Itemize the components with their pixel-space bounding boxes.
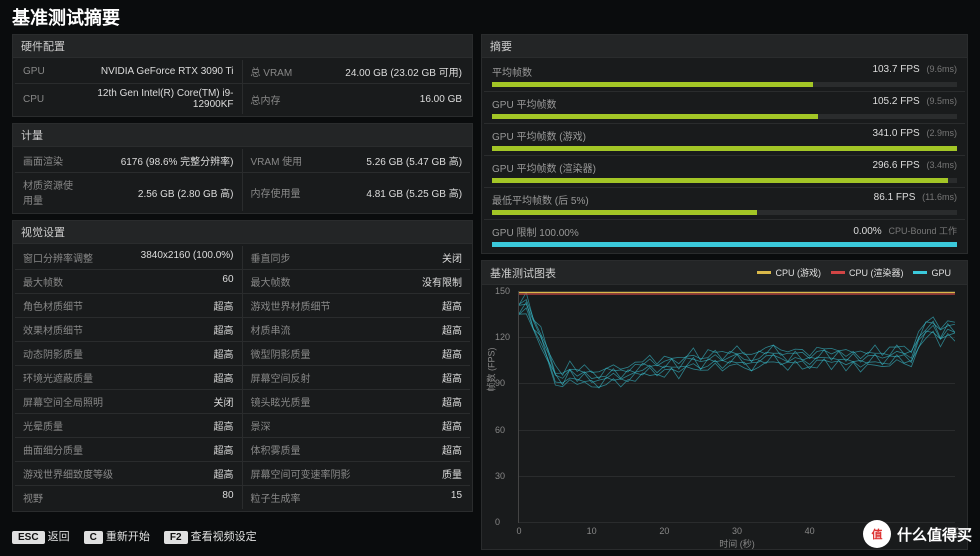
vram-use-label: VRAM 使用 bbox=[243, 149, 313, 172]
summary-row: 平均帧数103.7 FPS (9.6ms) bbox=[484, 60, 965, 92]
settings-row: 角色材质细节超高游戏世界材质细节超高 bbox=[15, 294, 470, 318]
summary-row: GPU 平均帧数 (渲染器)296.6 FPS (3.4ms) bbox=[484, 156, 965, 188]
vram-label: 总 VRAM bbox=[243, 60, 313, 83]
settings-row: 屏幕空间全局照明关闭镜头眩光质量超高 bbox=[15, 390, 470, 414]
summary-row: GPU 平均帧数 (游戏)341.0 FPS (2.9ms) bbox=[484, 124, 965, 156]
settings-row: 窗口分辨率调整3840x2160 (100.0%)垂直同步关闭 bbox=[15, 246, 470, 270]
f2-key[interactable]: F2 bbox=[164, 531, 188, 544]
ram-label: 总内存 bbox=[243, 88, 313, 111]
render-label: 画面渲染 bbox=[15, 149, 85, 172]
summary-header: 摘要 bbox=[482, 35, 967, 58]
c-key[interactable]: C bbox=[84, 531, 103, 544]
ram-value: 16.00 GB bbox=[313, 90, 471, 109]
summary-panel: 摘要 平均帧数103.7 FPS (9.6ms)GPU 平均帧数105.2 FP… bbox=[481, 34, 968, 254]
cpu-label: CPU bbox=[15, 90, 85, 109]
chart-legend: CPU (游戏) CPU (渲染器) GPU bbox=[749, 264, 959, 281]
legend-item: CPU (游戏) bbox=[757, 266, 821, 279]
summary-row: GPU 限制 100.00%0.00% CPU-Bound 工作 bbox=[484, 220, 965, 251]
summary-row: 最低平均帧数 (后 5%)86.1 FPS (11.6ms) bbox=[484, 188, 965, 220]
esc-label: 返回 bbox=[48, 531, 70, 543]
mem-label: 内存使用量 bbox=[243, 181, 313, 204]
settings-row: 光晕质量超高景深超高 bbox=[15, 414, 470, 438]
hardware-panel: 硬件配置 GPUNVIDIA GeForce RTX 3090 Ti 总 VRA… bbox=[12, 34, 473, 117]
tex-label: 材质资源使用量 bbox=[15, 173, 85, 211]
summary-row: GPU 平均帧数105.2 FPS (9.5ms) bbox=[484, 92, 965, 124]
watermark: 值 什么值得买 bbox=[863, 520, 972, 548]
chart-area: 帧数 (FPS) 时间 (秒) 030609012015001020304050… bbox=[518, 291, 955, 523]
settings-row: 最大帧数60最大帧数没有限制 bbox=[15, 270, 470, 294]
vram-value: 24.00 GB (23.02 GB 可用) bbox=[313, 60, 471, 83]
footer-hints: ESC 返回 C 重新开始 F2 查看视频设定 bbox=[12, 528, 257, 544]
render-value: 6176 (98.6% 完整分辨率) bbox=[85, 149, 242, 172]
vram-use-value: 5.26 GB (5.47 GB 高) bbox=[313, 149, 471, 172]
metrics-panel: 计量 画面渲染6176 (98.6% 完整分辨率) VRAM 使用5.26 GB… bbox=[12, 123, 473, 214]
settings-row: 效果材质细节超高材质串流超高 bbox=[15, 318, 470, 342]
cpu-value: 12th Gen Intel(R) Core(TM) i9-12900KF bbox=[85, 84, 242, 114]
watermark-badge: 值 bbox=[863, 520, 891, 548]
legend-item: GPU bbox=[913, 266, 951, 279]
hardware-header: 硬件配置 bbox=[13, 35, 472, 58]
settings-row: 游戏世界细致度等级超高屏幕空间可变速率阴影质量 bbox=[15, 462, 470, 486]
esc-key[interactable]: ESC bbox=[12, 531, 45, 544]
settings-row: 曲面细分质量超高体积雾质量超高 bbox=[15, 438, 470, 462]
settings-header: 视觉设置 bbox=[13, 221, 472, 244]
settings-panel: 视觉设置 窗口分辨率调整3840x2160 (100.0%)垂直同步关闭最大帧数… bbox=[12, 220, 473, 512]
page-title: 基准测试摘要 bbox=[0, 0, 980, 34]
c-label: 重新开始 bbox=[106, 531, 150, 543]
gpu-value: NVIDIA GeForce RTX 3090 Ti bbox=[85, 62, 242, 81]
tex-value: 2.56 GB (2.80 GB 高) bbox=[85, 181, 242, 204]
metrics-header: 计量 bbox=[13, 124, 472, 147]
chart-title: 基准测试图表 bbox=[490, 265, 556, 281]
settings-row: 视野80粒子生成率15 bbox=[15, 486, 470, 509]
watermark-text: 什么值得买 bbox=[897, 524, 972, 545]
settings-row: 动态阴影质量超高微型阴影质量超高 bbox=[15, 342, 470, 366]
legend-item: CPU (渲染器) bbox=[831, 266, 904, 279]
settings-row: 环境光遮蔽质量超高屏幕空间反射超高 bbox=[15, 366, 470, 390]
f2-label: 查看视频设定 bbox=[191, 531, 257, 543]
gpu-label: GPU bbox=[15, 62, 85, 81]
chart-panel: 基准测试图表 CPU (游戏) CPU (渲染器) GPU 帧数 (FPS) 时间 … bbox=[481, 260, 968, 550]
chart-xlabel: 时间 (秒) bbox=[719, 537, 755, 550]
mem-value: 4.81 GB (5.25 GB 高) bbox=[313, 181, 471, 204]
